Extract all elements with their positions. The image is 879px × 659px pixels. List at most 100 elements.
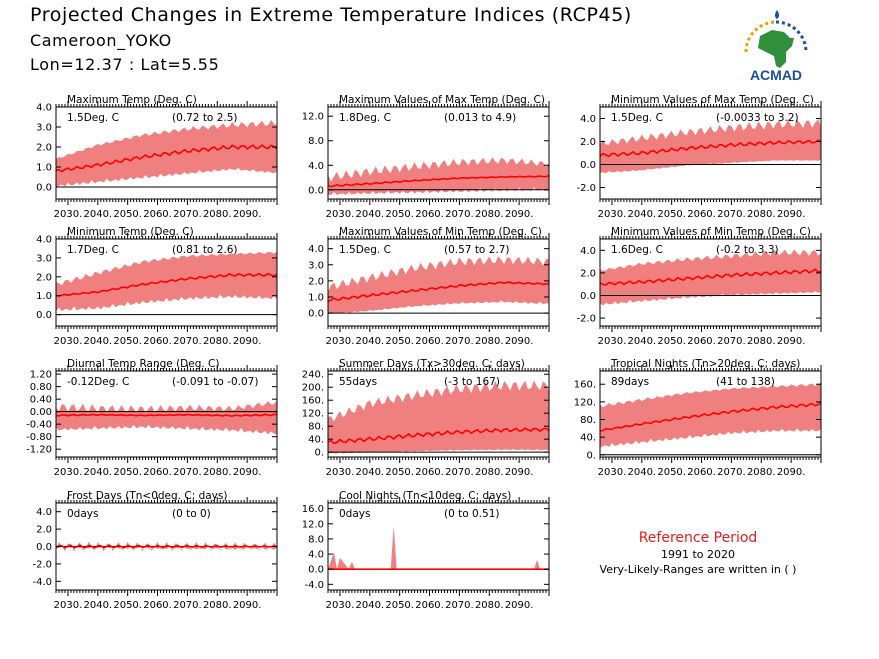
x-tick-label: 2090. xyxy=(505,467,534,478)
water-drop-icon xyxy=(775,10,779,19)
x-tick-label: 2030. xyxy=(54,600,83,611)
y-tick-label: -2.0 xyxy=(576,314,596,325)
chart-panel: -4.0 -2.0 0.0 2.0 4.0 2030. 2040. 2050. 2060. 207… xyxy=(32,490,278,611)
summary-value: 89days xyxy=(611,376,649,388)
y-tick-label: 0.0 xyxy=(308,565,324,576)
y-tick-label: 4.0 xyxy=(308,550,324,561)
x-tick-label: 2060. xyxy=(143,467,172,478)
x-tick-label: 2070. xyxy=(445,467,474,478)
x-tick-label: 2050. xyxy=(385,600,414,611)
range-value: (-0.0033 to 3.2) xyxy=(716,112,799,124)
y-tick-label: 2.0 xyxy=(580,137,596,148)
range-band xyxy=(328,256,549,315)
median-line xyxy=(55,272,278,297)
y-tick-label: 1.0 xyxy=(308,293,324,304)
median-line xyxy=(599,268,822,286)
x-tick-label: 2080. xyxy=(203,467,232,478)
x-tick-label: 2070. xyxy=(445,600,474,611)
x-tick-label: 2040. xyxy=(627,336,656,347)
x-tick-label: 2080. xyxy=(475,600,504,611)
y-tick-label: 2.0 xyxy=(580,268,596,279)
chart-panel: 0. 40. 80. 120. 160. 2030. 2040. 2050. 2060. 2070… xyxy=(574,358,822,478)
y-tick-label: 0. xyxy=(314,448,324,459)
x-tick-label: 2080. xyxy=(747,209,776,220)
x-tick-label: 2030. xyxy=(326,336,355,347)
y-tick-label: 4.0 xyxy=(36,103,52,114)
y-tick-label: 8.0 xyxy=(308,534,324,545)
y-tick-label: 4.0 xyxy=(308,161,324,172)
x-tick-label: 2080. xyxy=(747,336,776,347)
y-tick-label: 120. xyxy=(302,409,324,420)
x-tick-label: 2090. xyxy=(505,336,534,347)
y-tick-label: 160. xyxy=(302,396,324,407)
y-tick-label: 200. xyxy=(302,383,324,394)
y-tick-label: 12.0 xyxy=(302,112,324,123)
x-tick-label: 2050. xyxy=(657,209,686,220)
x-tick-label: 2070. xyxy=(173,600,202,611)
y-tick-label: 8.0 xyxy=(308,136,324,147)
x-tick-label: 2040. xyxy=(83,600,112,611)
range-value: (0.57 to 2.7) xyxy=(444,244,510,256)
x-tick-label: 2040. xyxy=(355,600,384,611)
range-band xyxy=(328,157,549,195)
y-tick-label: 2.0 xyxy=(36,272,52,283)
x-tick-label: 2040. xyxy=(355,467,384,478)
y-tick-label: 160. xyxy=(574,380,596,391)
median-line xyxy=(55,143,278,173)
x-tick-label: 2060. xyxy=(415,467,444,478)
y-tick-label: 1.20 xyxy=(30,370,52,381)
x-tick-label: 2090. xyxy=(505,600,534,611)
summary-value: 1.5Deg. C xyxy=(67,112,119,124)
reference-title: Reference Period xyxy=(638,530,758,546)
x-tick-label: 2090. xyxy=(505,209,534,220)
x-tick-label: 2050. xyxy=(385,467,414,478)
location-name: Cameroon_YOKO xyxy=(30,31,172,50)
x-tick-label: 2080. xyxy=(475,467,504,478)
sun-rays-icon xyxy=(744,20,808,53)
chart-panel: 0.40.80.120.160.200.240.2030. 2040. 2050. 2… xyxy=(302,358,550,478)
y-tick-label: -4.0 xyxy=(32,577,52,588)
x-tick-label: 2060. xyxy=(143,336,172,347)
x-tick-label: 2060. xyxy=(415,600,444,611)
summary-value: 0days xyxy=(67,508,98,520)
chart-title: Minimum Temp (Deg. C) xyxy=(67,226,194,238)
x-tick-label: 2030. xyxy=(326,467,355,478)
x-tick-label: 2080. xyxy=(203,336,232,347)
x-tick-label: 2040. xyxy=(83,336,112,347)
x-tick-label: 2030. xyxy=(326,600,355,611)
y-tick-label: 0.0 xyxy=(36,310,52,321)
range-value: (-0.2 to 3.3) xyxy=(716,244,779,256)
range-value: (0.81 to 2.6) xyxy=(172,244,238,256)
y-tick-label: -0.40 xyxy=(26,420,52,431)
y-tick-label: 0.40 xyxy=(30,395,52,406)
x-tick-label: 2090. xyxy=(233,209,262,220)
chart-panel: -4.0 0.0 4.0 8.0 12.0 16.0 2030. 2040. 2050. 2060… xyxy=(302,490,550,611)
x-tick-label: 2040. xyxy=(83,209,112,220)
x-tick-label: 2050. xyxy=(113,336,142,347)
range-value: (-3 to 167) xyxy=(444,376,500,388)
y-tick-label: 1.0 xyxy=(36,291,52,302)
summary-value: 1.5Deg. C xyxy=(339,244,391,256)
y-tick-label: 80. xyxy=(580,415,596,426)
y-tick-label: 0.00 xyxy=(30,407,52,418)
median-line xyxy=(599,401,822,432)
y-tick-label: 40. xyxy=(580,433,596,444)
x-tick-label: 2040. xyxy=(627,467,656,478)
summary-value: 1.5Deg. C xyxy=(611,112,663,124)
summary-value: 0days xyxy=(339,508,370,520)
x-tick-label: 2080. xyxy=(475,209,504,220)
x-tick-label: 2060. xyxy=(143,600,172,611)
y-tick-label: 0. xyxy=(586,450,596,461)
x-tick-label: 2070. xyxy=(445,336,474,347)
reference-years: 1991 to 2020 xyxy=(660,548,736,561)
range-value: (41 to 138) xyxy=(716,376,775,388)
x-tick-label: 2080. xyxy=(203,600,232,611)
range-value: (0.72 to 2.5) xyxy=(172,112,238,124)
x-tick-label: 2030. xyxy=(54,467,83,478)
y-tick-label: 0.80 xyxy=(30,382,52,393)
chart-panel: 0.0 1.0 2.0 3.0 4.0 2030. 2040. 2050. 2060. 2070.… xyxy=(36,226,278,347)
chart-title: Maximum Temp (Deg. C) xyxy=(67,94,197,106)
